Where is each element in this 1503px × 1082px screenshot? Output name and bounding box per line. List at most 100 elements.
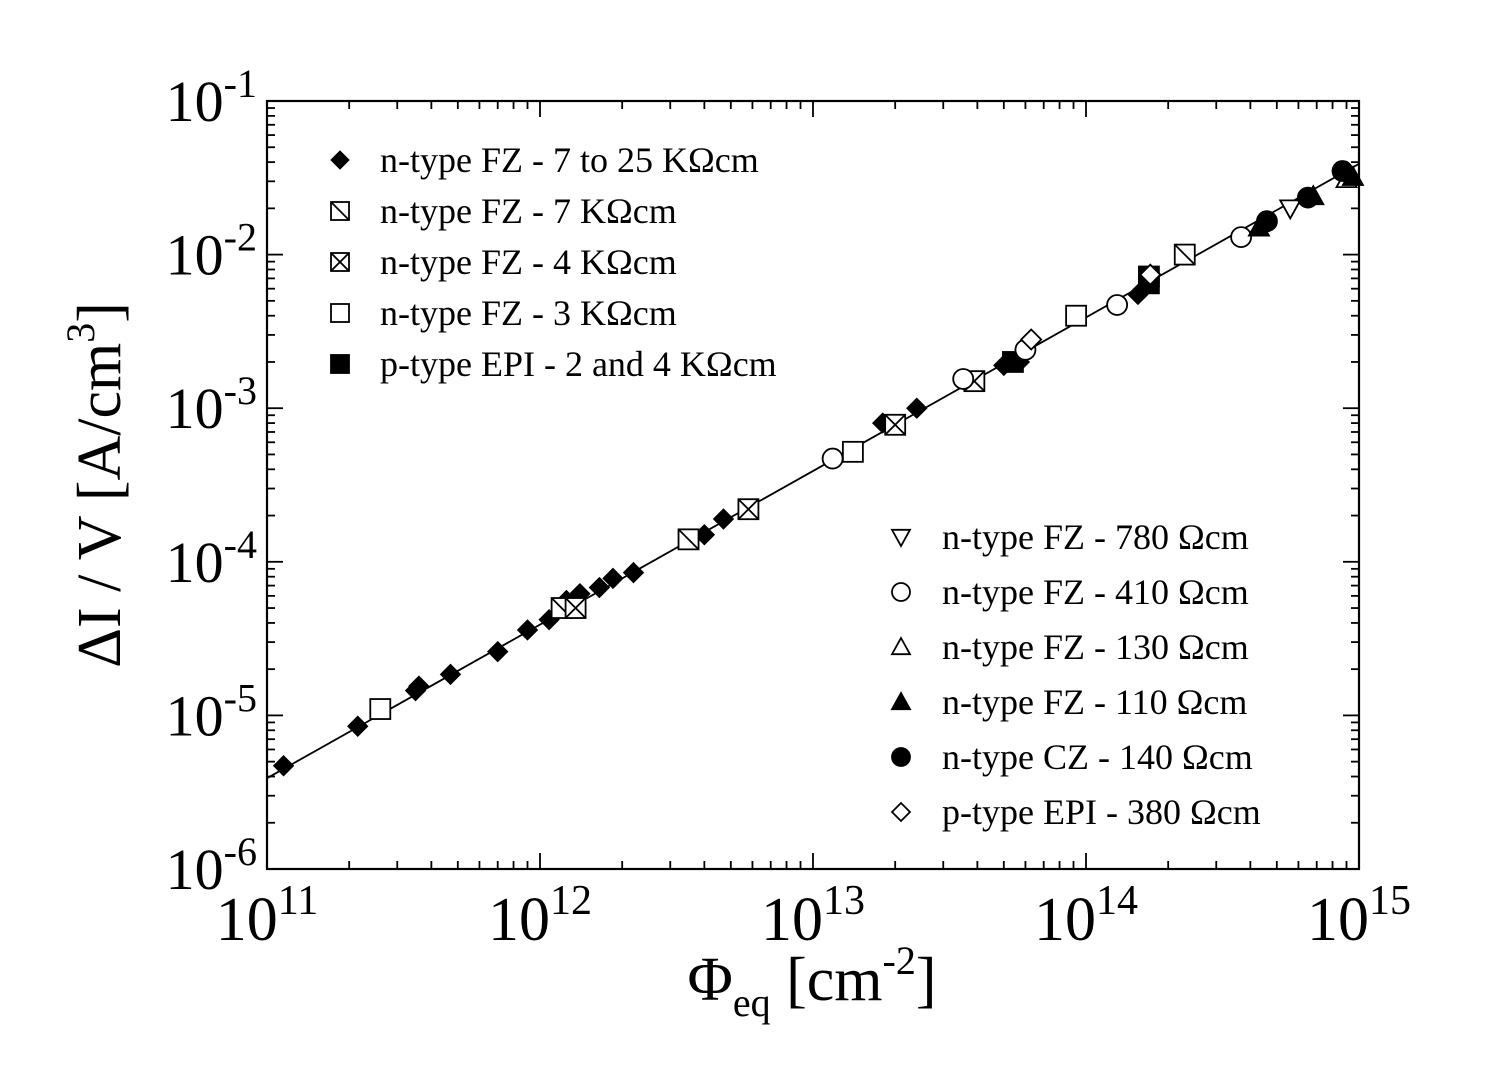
data-point [1331,160,1354,182]
x-tick-label: 1015 [1307,878,1411,954]
data-point [841,440,864,463]
data-point [487,640,509,663]
y-tick-label: 10-1 [166,61,257,134]
x-tick-labels: 1011 1012 1013 1014 1015 [216,878,1411,954]
data-point [622,561,645,584]
x-axis-label-main: Φ [688,946,733,1014]
legend-marker [330,303,350,323]
data-point [737,498,760,521]
data-point [906,397,928,419]
y-axis-label-sup: 3 [58,323,103,343]
legend-marker [890,691,912,711]
legend-item: n-type FZ - 780 Ωcm [890,517,1249,557]
axis-ticks [266,100,1360,870]
y-tick-label-base: 10 [166,683,224,748]
data-point [1256,210,1278,233]
x-tick-label-exp: 12 [550,878,592,924]
data-point [1278,199,1302,221]
legend-marker [890,528,912,548]
y-tick-label: 10-6 [166,829,257,902]
legend-marker [330,201,350,221]
y-tick-label-exp: -2 [224,215,257,260]
legend-label: n-type FZ - 7 KΩcm [380,191,677,231]
legend-label: n-type FZ - 780 Ωcm [942,517,1249,557]
data-point [1065,304,1088,327]
legend-marker [330,252,350,272]
legend-item: p-type EPI - 2 and 4 KΩcm [330,344,777,384]
x-tick-label: 1013 [761,878,865,954]
data-point [677,528,700,551]
x-tick-label-exp: 14 [1096,878,1138,924]
y-tick-label: 10-2 [166,215,257,288]
data-point [347,715,369,737]
data-point [1173,243,1196,266]
data-points [272,160,1365,777]
x-tick-label-base: 10 [1034,886,1096,954]
x-tick-label-base: 10 [761,886,823,954]
y-tick-label: 10-4 [166,522,257,595]
y-tick-label: 10-3 [166,368,257,441]
legend-top-left: n-type FZ - 7 to 25 KΩcm n-type FZ - 7 KΩ… [330,140,777,384]
y-axis-label-close: ] [66,302,134,323]
legend-label: p-type EPI - 380 Ωcm [942,792,1261,832]
data-point [1297,186,1319,209]
y-tick-label-exp: -5 [224,675,257,720]
plot-frame [265,99,1361,871]
y-tick-label-exp: -1 [224,61,257,106]
legend-bottom-right: n-type FZ - 780 Ωcm n-type FZ - 410 Ωcm n-… [890,517,1261,832]
x-tick-label-base: 10 [1307,886,1369,954]
series-5 [1278,199,1302,221]
x-tick-label-exp: 15 [1369,878,1411,924]
data-point [588,576,611,599]
series-10 [1019,263,1162,351]
legend-label: n-type FZ - 3 KΩcm [380,293,677,333]
legend-marker [891,747,911,767]
legend-label: n-type FZ - 7 to 25 KΩcm [380,140,759,180]
series-6 [821,226,1253,470]
series-9 [1256,160,1354,233]
legend-item: n-type FZ - 4 KΩcm [330,242,677,282]
x-axis-label-unit-close: ] [916,946,937,1014]
legend-label: p-type EPI - 2 and 4 KΩcm [380,344,777,384]
legend-label: n-type CZ - 140 Ωcm [942,737,1253,777]
data-point [1019,328,1043,351]
data-point [516,619,539,641]
legend-marker [890,636,912,656]
legend-marker [330,354,350,374]
series-3 [369,304,1088,720]
y-tick-label-base: 10 [166,223,224,288]
x-axis-label-sub: eq [733,980,771,1025]
data-point [272,755,295,777]
x-tick-label: 1012 [488,878,592,954]
x-tick-label-exp: 11 [278,878,318,924]
legend-marker [891,582,911,602]
data-point [821,447,844,470]
legend-label: n-type FZ - 130 Ωcm [942,627,1249,667]
y-tick-label-base: 10 [166,530,224,595]
x-axis-label: Φeq [cm-2] [688,938,937,1025]
y-tick-label: 10-5 [166,675,257,748]
data-point [369,698,392,720]
y-tick-label-exp: -3 [224,368,257,413]
y-tick-label-base: 10 [166,69,224,134]
data-point [884,413,907,436]
y-tick-label-base: 10 [166,837,224,902]
x-tick-label-base: 10 [488,886,550,954]
legend-marker [330,150,350,170]
legend-item: p-type EPI - 380 Ωcm [890,792,1261,832]
x-axis-label-unit-open: [cm [771,946,883,1014]
y-tick-label-exp: -6 [224,829,257,874]
data-point [1230,226,1253,248]
data-point [952,368,975,390]
y-tick-labels: 10-610-510-410-310-210-1 [166,61,257,902]
data-point [1106,294,1129,316]
y-tick-label-base: 10 [166,376,224,441]
legend-item: n-type FZ - 110 Ωcm [890,682,1247,722]
data-point [564,597,587,619]
x-tick-label: 1014 [1034,878,1138,954]
x-axis-label-unit-sup: -2 [883,938,916,983]
legend-item: n-type FZ - 3 KΩcm [330,293,677,333]
data-point [408,675,430,697]
